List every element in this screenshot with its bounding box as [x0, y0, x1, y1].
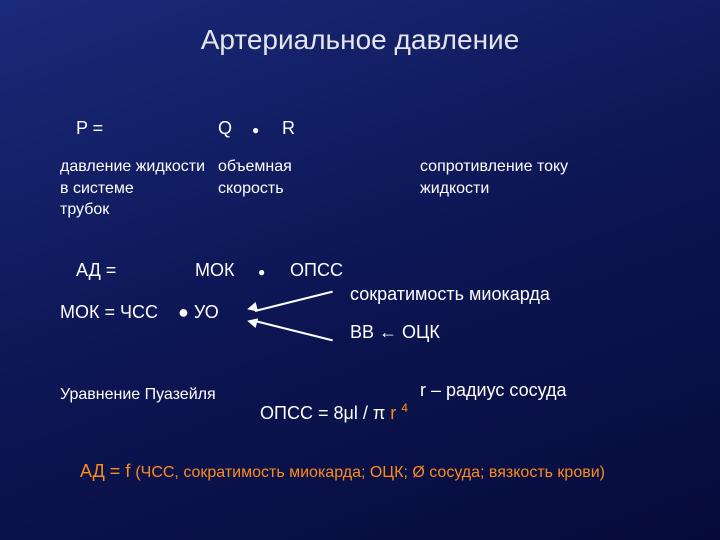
final-before: АД = f [80, 461, 135, 481]
eq1-dot: ● [252, 123, 259, 137]
page-title: Артериальное давление [0, 24, 720, 56]
poiseuille-eq: ОПСС = 8μl / π r 4 [240, 380, 408, 445]
eq1-Q: Q [218, 118, 232, 139]
poiseuille-sup: 4 [401, 401, 408, 415]
arrow-upper-head [246, 302, 258, 314]
final-line: АД = f (ЧСС, сократимость миокарда; ОЦК;… [60, 440, 605, 503]
eq3: МОК = ЧСС ● УО [60, 302, 219, 323]
eq1-R: R [282, 118, 295, 139]
eq2-dot: ● [258, 265, 265, 279]
eq1-P: P = [76, 118, 103, 139]
eq2-ad: АД = [76, 260, 116, 281]
arrow-lower-line [255, 320, 333, 341]
label-vv: ВВ ← ОЦК [350, 322, 440, 343]
poiseuille-label: Уравнение Пуазейля [60, 384, 216, 406]
poiseuille-radius: r – радиус сосуда [420, 380, 567, 401]
desc-Q: объемная скорость [218, 156, 292, 199]
slide: Артериальное давление P = Q ● R давление… [0, 0, 720, 540]
arrow-upper-line [255, 291, 333, 312]
label-contractility: сократимость миокарда [350, 284, 550, 305]
final-rest: (ЧСС, сократимость миокарда; ОЦК; Ø сосу… [135, 464, 605, 481]
eq2-opss: ОПСС [290, 260, 343, 281]
arrow-lower-head [246, 316, 258, 328]
poiseuille-eq-before: ОПСС = 8μl / π [260, 403, 390, 423]
eq2-mok: МОК [195, 260, 234, 281]
poiseuille-r: r [390, 403, 401, 423]
desc-P: давление жидкости в системе трубок [60, 156, 205, 221]
desc-R: сопротивление току жидкости [420, 156, 568, 199]
